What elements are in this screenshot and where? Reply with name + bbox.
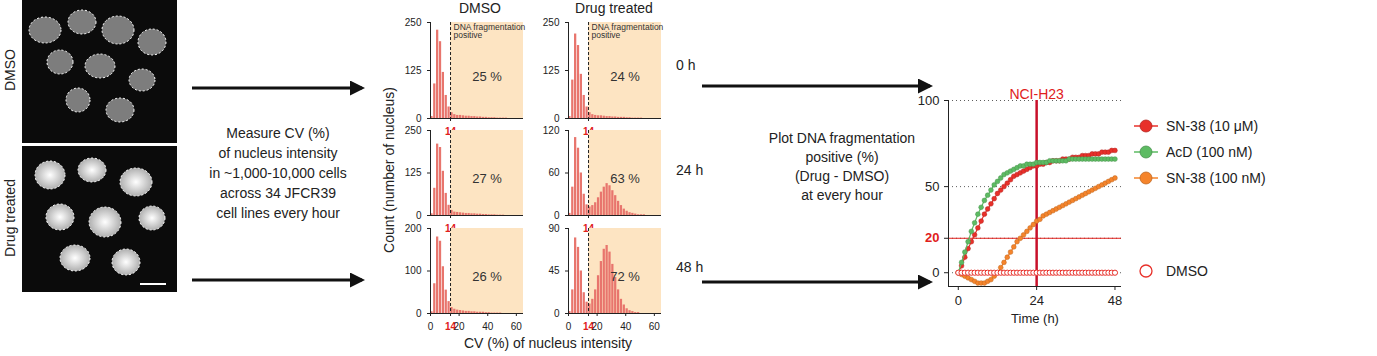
- svg-text:60: 60: [548, 167, 560, 178]
- svg-text:0: 0: [428, 321, 434, 332]
- svg-text:0: 0: [566, 321, 572, 332]
- svg-text:Time (h): Time (h): [1011, 311, 1059, 326]
- svg-text:40: 40: [620, 321, 632, 332]
- svg-text:DMSO: DMSO: [2, 49, 18, 91]
- svg-text:24: 24: [1029, 293, 1043, 308]
- svg-text:100: 100: [405, 265, 422, 276]
- svg-text:48: 48: [1108, 293, 1122, 308]
- svg-text:48 h: 48 h: [676, 259, 703, 275]
- html-text:AcD (100 nM): AcD (100 nM): [1166, 144, 1253, 160]
- svg-text:in ~1,000-10,000 cells: in ~1,000-10,000 cells: [209, 165, 346, 181]
- svg-text:14: 14: [445, 320, 457, 332]
- html-text:SN-38 (100 nM): SN-38 (100 nM): [1166, 170, 1266, 186]
- svg-text:250: 250: [543, 17, 560, 28]
- svg-text:90: 90: [548, 223, 560, 234]
- svg-text:40: 40: [482, 321, 494, 332]
- svg-text:250: 250: [405, 17, 422, 28]
- svg-text:Measure CV (%): Measure CV (%): [226, 125, 329, 141]
- svg-text:50: 50: [925, 179, 939, 194]
- svg-text:Drug treated: Drug treated: [2, 179, 18, 257]
- svg-text:63 %63: 63 %63: [610, 171, 640, 186]
- svg-text:26 %26: 26 %26: [472, 269, 502, 284]
- svg-text:NCI-H23: NCI-H23: [1009, 86, 1064, 102]
- svg-text:0: 0: [416, 308, 422, 319]
- svg-text:60: 60: [511, 321, 523, 332]
- svg-text:cell lines every hour: cell lines every hour: [216, 205, 340, 221]
- svg-text:across 34 JFCR39: across 34 JFCR39: [220, 185, 336, 201]
- svg-text:20: 20: [925, 230, 939, 245]
- svg-text:125: 125: [405, 65, 422, 76]
- svg-text:0: 0: [554, 113, 560, 124]
- svg-text:CV (%) of nucleus intensity: CV (%) of nucleus intensity: [464, 335, 632, 351]
- svg-text:0: 0: [554, 308, 560, 319]
- svg-text:20: 20: [454, 321, 466, 332]
- html-text:DMSO: DMSO: [1166, 263, 1208, 280]
- svg-text:27 %27: 27 %27: [472, 171, 502, 186]
- svg-text:125: 125: [543, 65, 560, 76]
- svg-text:DNA fragmentationpositive: DNA fragmentationpositive: [454, 22, 526, 41]
- svg-text:DMSO: DMSO: [459, 0, 501, 16]
- svg-text:(Drug - DMSO): (Drug - DMSO): [795, 168, 889, 184]
- svg-text:20: 20: [592, 321, 604, 332]
- svg-text:Drug treated: Drug treated: [575, 0, 653, 16]
- svg-text:of nucleus intensity: of nucleus intensity: [218, 145, 337, 161]
- svg-text:0: 0: [416, 210, 422, 221]
- svg-text:DNA fragmentationpositive: DNA fragmentationpositive: [592, 22, 664, 41]
- svg-text:24 %24: 24 %24: [610, 69, 640, 84]
- svg-text:Plot DNA fragmentation: Plot DNA fragmentation: [769, 130, 915, 146]
- svg-text:0 h: 0 h: [676, 57, 695, 73]
- svg-text:at every hour: at every hour: [801, 187, 883, 203]
- svg-text:14: 14: [583, 320, 595, 332]
- svg-text:0: 0: [416, 113, 422, 124]
- svg-text:0: 0: [932, 265, 939, 280]
- svg-text:0: 0: [554, 210, 560, 221]
- svg-text:72 %72: 72 %72: [610, 269, 640, 284]
- svg-text:0: 0: [955, 293, 962, 308]
- svg-text:120: 120: [543, 125, 560, 136]
- svg-text:200: 200: [405, 223, 422, 234]
- svg-text:250: 250: [405, 125, 422, 136]
- svg-text:60: 60: [649, 321, 661, 332]
- svg-text:24 h: 24 h: [676, 162, 703, 178]
- svg-text:25 %25: 25 %25: [472, 69, 502, 84]
- svg-text:positive (%): positive (%): [805, 149, 878, 165]
- html-text:SN-38 (10 μM): SN-38 (10 μM): [1166, 118, 1259, 134]
- svg-text:Count (number of nucleus): Count (number of nucleus): [381, 87, 397, 253]
- svg-text:100: 100: [918, 93, 940, 108]
- svg-text:125: 125: [405, 167, 422, 178]
- svg-text:45: 45: [548, 265, 560, 276]
